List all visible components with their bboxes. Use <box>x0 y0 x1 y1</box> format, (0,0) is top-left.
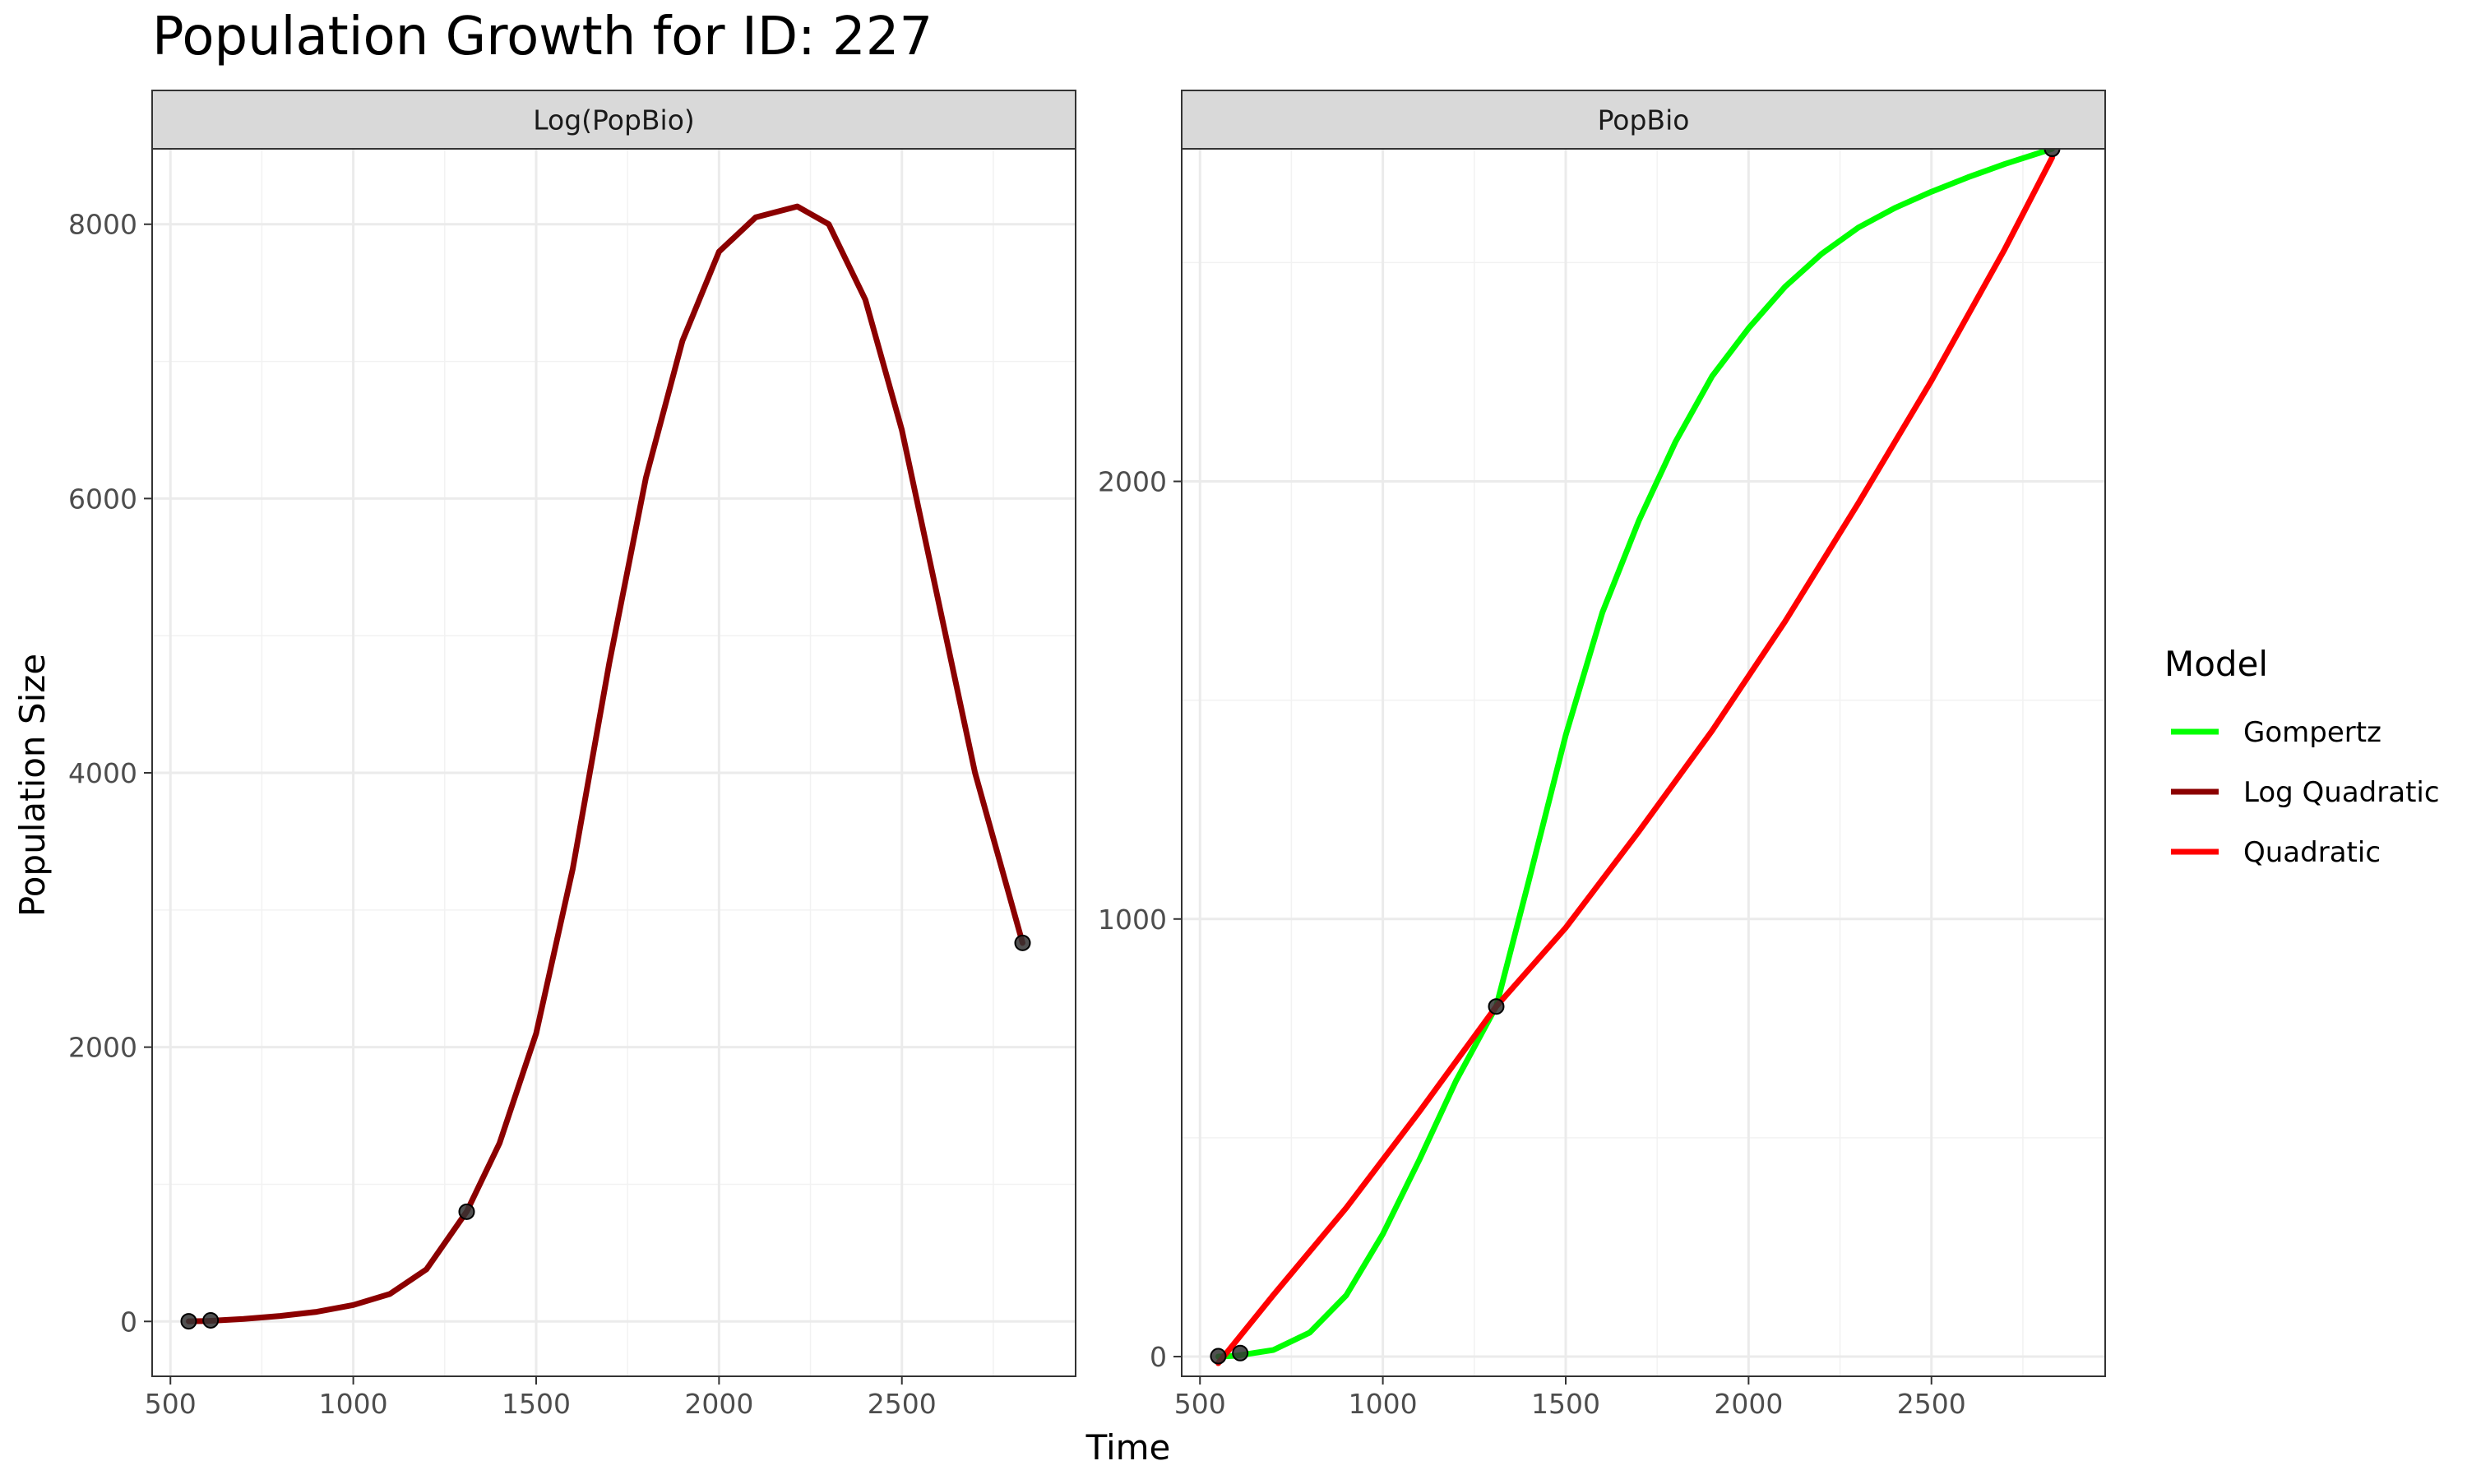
facet-strip-label: Log(PopBio) <box>533 104 695 136</box>
facet-strip <box>1181 90 2106 150</box>
x-tick-label: 2500 <box>1897 1388 1966 1420</box>
x-tick-label: 1000 <box>319 1388 388 1420</box>
x-tick-label: 2000 <box>1714 1388 1783 1420</box>
x-tick-label: 2000 <box>684 1388 753 1420</box>
y-tick-label: 0 <box>120 1306 137 1338</box>
legend-title: Model <box>2164 644 2268 684</box>
y-axis-title: Population Size <box>12 654 53 917</box>
y-tick-label: 6000 <box>68 483 137 515</box>
panel-border <box>1181 148 2106 1377</box>
data-point <box>458 1203 475 1220</box>
y-tick-label: 4000 <box>68 757 137 789</box>
legend-label: Gompertz <box>2243 716 2381 749</box>
chart-title: Population Growth for ID: 227 <box>152 7 933 67</box>
x-tick-label: 1000 <box>1349 1388 1418 1420</box>
legend-label: Log Quadratic <box>2243 776 2440 809</box>
x-tick-label: 1500 <box>1531 1388 1600 1420</box>
y-tick-label: 2000 <box>1098 466 1167 498</box>
x-tick-label: 1500 <box>502 1388 571 1420</box>
y-tick-label: 8000 <box>68 209 137 241</box>
series-line-log-quadratic <box>186 203 1025 1325</box>
x-tick-label: 500 <box>145 1388 197 1420</box>
data-point <box>1488 998 1505 1015</box>
data-point <box>1210 1348 1227 1365</box>
series-line-gompertz <box>1215 146 2055 1360</box>
data-point <box>1014 934 1031 951</box>
facet-strip <box>151 90 1076 150</box>
panel-1: Log(PopBio) 500 1000 1500 2000 2500 0 2000 4000 6… <box>68 90 1076 1420</box>
panel-2: PopBio 500 1000 1500 2000 2500 0 1000 2000 <box>1098 90 2106 1420</box>
y-tick-label: 0 <box>1150 1341 1167 1373</box>
facet-strip-label: PopBio <box>1598 104 1690 136</box>
data-point <box>180 1313 197 1330</box>
panels-group: Log(PopBio) 500 1000 1500 2000 2500 0 2000 4000 6… <box>68 90 2106 1420</box>
legend: Model Gompertz Log Quadratic Quadratic <box>2164 644 2440 869</box>
x-axis-title: Time <box>1085 1427 1171 1468</box>
y-tick-label: 2000 <box>68 1032 137 1064</box>
data-point <box>202 1311 220 1329</box>
series-line-quadratic <box>1215 155 2055 1366</box>
panel-border <box>151 148 1076 1377</box>
x-tick-label: 500 <box>1174 1388 1226 1420</box>
legend-label: Quadratic <box>2243 836 2381 869</box>
data-point <box>1232 1344 1249 1361</box>
x-tick-label: 2500 <box>868 1388 937 1420</box>
y-tick-label: 1000 <box>1098 904 1167 936</box>
